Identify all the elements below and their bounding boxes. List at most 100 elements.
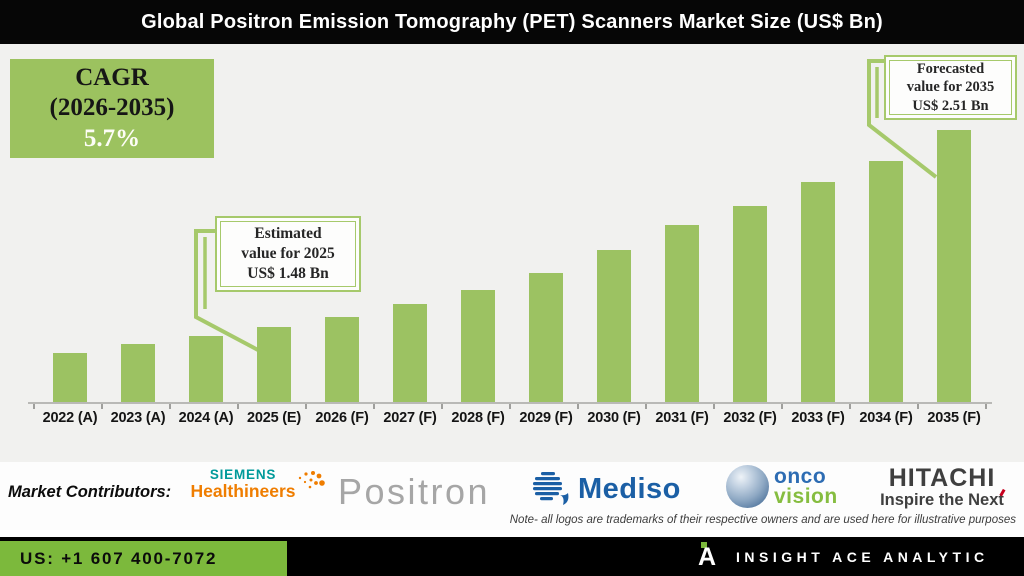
bar-slot <box>240 103 308 403</box>
x-axis-line <box>28 402 992 404</box>
axis-tick <box>985 404 987 409</box>
siemens-healthineers-logo: SIEMENS Healthineers <box>182 467 304 502</box>
mediso-wordmark: Mediso <box>578 472 681 505</box>
forecasted-callout-line2: value for 2035 <box>906 79 995 96</box>
x-axis-label-2024: 2024 (A) <box>178 410 234 426</box>
cagr-box: CAGR (2026-2035) 5.7% <box>10 59 214 158</box>
bar-2025 <box>257 327 291 403</box>
bar-2023 <box>121 344 155 403</box>
bars <box>36 103 988 403</box>
axis-tick <box>849 404 851 409</box>
x-axis-label-2034: 2034 (F) <box>859 410 913 426</box>
phone-contact: US: +1 607 400-7072 <box>0 541 287 576</box>
bar-2035 <box>937 130 971 403</box>
bar-2028 <box>461 290 495 403</box>
axis-tick <box>305 404 307 409</box>
x-axis-label-2035: 2035 (F) <box>927 410 981 426</box>
trademark-note: Note- all logos are trademarks of their … <box>509 514 1016 526</box>
bar-slot <box>784 103 852 403</box>
bar-2032 <box>733 206 767 403</box>
bar-2031 <box>665 225 699 403</box>
brand-name: INSIGHT ACE ANALYTIC <box>736 548 989 565</box>
axis-tick <box>645 404 647 409</box>
bar-slot <box>444 103 512 403</box>
title-bar: Global Positron Emission Tomography (PET… <box>0 0 1024 44</box>
market-contributors-label: Market Contributors: <box>8 483 172 501</box>
axis-tick <box>441 404 443 409</box>
x-axis-label-2031: 2031 (F) <box>655 410 709 426</box>
bar-slot <box>580 103 648 403</box>
bar-2024 <box>189 336 223 403</box>
healthineers-dots-icon <box>298 471 325 489</box>
axis-tick <box>509 404 511 409</box>
axis-tick <box>781 404 783 409</box>
bar-2022 <box>53 353 87 403</box>
x-labels: 2022 (A) 2023 (A) 2024 (A) 2025 (E) 2026 (F)… <box>36 410 988 426</box>
x-axis-label-2030: 2030 (F) <box>587 410 641 426</box>
axis-tick <box>713 404 715 409</box>
x-axis-label-2028: 2028 (F) <box>451 410 505 426</box>
bar-slot <box>852 103 920 403</box>
x-axis-label-2025: 2025 (E) <box>246 410 301 426</box>
market-contributors-strip: Market Contributors: SIEMENS Healthineer… <box>0 462 1024 537</box>
mediso-globe-icon <box>533 472 569 505</box>
siemens-wordmark: SIEMENS <box>209 467 277 482</box>
bar-2026 <box>325 317 359 403</box>
estimated-callout-value: US$ 1.48 Bn <box>247 265 329 283</box>
axis-tick <box>101 404 103 409</box>
axis-ticks <box>33 404 987 410</box>
bar-2029 <box>529 273 563 403</box>
x-axis-label-2026: 2026 (F) <box>315 410 369 426</box>
axis-tick <box>917 404 919 409</box>
logo-green-dot <box>701 541 707 548</box>
x-axis-label-2023: 2023 (A) <box>110 410 166 426</box>
callout-connector-lines <box>194 59 938 352</box>
page-title: Global Positron Emission Tomography (PET… <box>141 10 883 33</box>
hitachi-slogan: Inspire the Next <box>880 491 1004 510</box>
bar-slot <box>308 103 376 403</box>
axis-tick <box>237 404 239 409</box>
forecasted-value-callout: Forecasted value for 2035 US$ 2.51 Bn <box>884 55 1017 120</box>
axis-tick <box>33 404 35 409</box>
healthineers-wordmark: Healthineers <box>190 481 296 502</box>
bar-slot <box>648 103 716 403</box>
vision-wordmark: vision <box>774 484 838 508</box>
forecasted-callout-line1: Forecasted <box>916 60 985 77</box>
bar-2033 <box>801 182 835 403</box>
chart-area: 2022 (A) 2023 (A) 2024 (A) 2025 (E) 2026 (F)… <box>0 44 1024 462</box>
hitachi-slogan-wrap: Inspire the Next <box>868 489 1016 510</box>
estimated-value-callout: Estimated value for 2025 US$ 1.48 Bn <box>215 216 361 292</box>
bar-slot <box>376 103 444 403</box>
bar-2030 <box>597 250 631 403</box>
estimated-callout-line2: value for 2025 <box>241 244 335 262</box>
axis-tick <box>577 404 579 409</box>
hitachi-wordmark: HITACHI <box>888 464 996 492</box>
x-axis-label-2022: 2022 (A) <box>42 410 98 426</box>
positron-logo: Positron <box>338 471 491 512</box>
bar-slot <box>104 103 172 403</box>
oncovision-logo: onco vision <box>726 465 838 508</box>
oncovision-wordmark: onco vision <box>774 465 838 508</box>
forecasted-callout-value: US$ 2.51 Bn <box>912 97 989 114</box>
forecasted-value-callout-inner: Forecasted value for 2035 US$ 2.51 Bn <box>889 60 1012 115</box>
bar-slot <box>512 103 580 403</box>
bar-2034 <box>869 161 903 403</box>
brand-block: A INSIGHT ACE ANALYTIC <box>698 537 989 576</box>
estimated-callout-line1: Estimated <box>254 224 322 242</box>
oncovision-sphere-icon <box>726 465 769 508</box>
axis-tick <box>373 404 375 409</box>
mediso-logo: Mediso <box>530 469 681 509</box>
x-axis-label-2032: 2032 (F) <box>723 410 777 426</box>
bar-2027 <box>393 304 427 403</box>
cagr-range: (2026-2035) <box>49 94 175 122</box>
bar-slot <box>716 103 784 403</box>
bar-slot <box>920 103 988 403</box>
cagr-value: 5.7% <box>83 124 141 152</box>
logo-a-glyph: A <box>698 542 717 571</box>
axis-tick <box>169 404 171 409</box>
insight-ace-logo-icon: A <box>698 541 724 573</box>
estimated-value-callout-inner: Estimated value for 2025 US$ 1.48 Bn <box>220 221 356 287</box>
onco-wordmark: onco <box>774 465 827 489</box>
footer-bar: US: +1 607 400-7072 A INSIGHT ACE ANALYT… <box>0 537 1024 576</box>
